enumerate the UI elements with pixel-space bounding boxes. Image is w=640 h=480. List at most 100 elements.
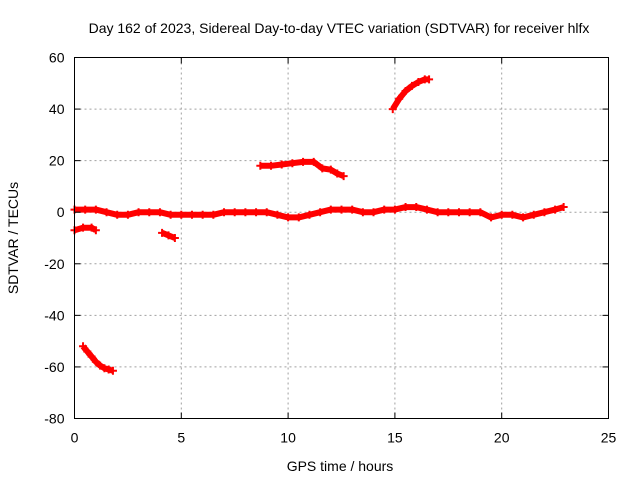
data-point xyxy=(123,210,132,219)
y-tick-label: 0 xyxy=(57,204,65,220)
series-line xyxy=(73,224,98,234)
data-point xyxy=(380,205,389,214)
series-main-track xyxy=(70,203,568,222)
data-point xyxy=(79,342,88,351)
y-tick-label: 60 xyxy=(49,50,65,66)
data-points xyxy=(70,75,568,375)
data-point xyxy=(113,210,122,219)
series-plus-twenty-segment xyxy=(256,157,348,181)
x-tick-label: 15 xyxy=(387,430,403,446)
data-point xyxy=(326,205,335,214)
data-point xyxy=(476,208,485,217)
data-point xyxy=(465,208,474,217)
series-steep-descent xyxy=(79,342,117,375)
data-point xyxy=(433,208,442,217)
data-point xyxy=(348,205,357,214)
data-point xyxy=(145,208,154,217)
data-point xyxy=(299,157,308,166)
data-point xyxy=(252,208,261,217)
x-tick-label: 5 xyxy=(177,430,185,446)
data-point xyxy=(422,205,431,214)
series-plus-forty-segment xyxy=(388,75,434,114)
data-point xyxy=(551,205,560,214)
data-point xyxy=(358,208,367,217)
data-point xyxy=(220,208,229,217)
x-tick-label: 25 xyxy=(601,430,617,446)
data-point xyxy=(414,77,423,86)
data-point xyxy=(395,94,404,103)
data-point xyxy=(326,165,335,174)
data-point xyxy=(230,208,239,217)
series-line xyxy=(260,158,345,179)
data-point xyxy=(155,208,164,217)
data-point xyxy=(401,203,410,212)
data-point xyxy=(91,205,100,214)
data-point xyxy=(198,210,207,219)
data-point xyxy=(170,234,179,242)
grid-lines xyxy=(74,57,609,419)
data-point xyxy=(529,210,538,219)
data-point xyxy=(256,161,265,170)
data-point xyxy=(284,213,293,222)
x-axis-title: GPS time / hours xyxy=(287,458,394,474)
data-point xyxy=(288,159,297,168)
data-point xyxy=(158,228,167,237)
data-point xyxy=(209,210,218,219)
data-point xyxy=(369,208,378,217)
data-point xyxy=(104,365,113,374)
data-point xyxy=(425,75,434,84)
data-point xyxy=(305,210,314,219)
data-point xyxy=(339,172,348,181)
y-tick-label: -80 xyxy=(44,411,64,427)
y-tick-label: -20 xyxy=(44,256,64,272)
data-point xyxy=(108,366,117,375)
data-point xyxy=(267,161,276,170)
y-axis-title: SDTVAR / TECUs xyxy=(5,182,21,294)
data-point xyxy=(390,205,399,214)
data-point xyxy=(91,357,100,366)
data-point xyxy=(166,210,175,219)
data-point xyxy=(309,157,318,166)
y-tick-label: -60 xyxy=(44,359,64,375)
data-point xyxy=(83,347,92,356)
data-point xyxy=(187,210,196,219)
data-point xyxy=(81,205,90,214)
data-point xyxy=(102,208,111,217)
data-point xyxy=(277,160,286,169)
data-point xyxy=(401,87,410,96)
data-point xyxy=(540,208,549,217)
data-point xyxy=(91,226,100,235)
data-point xyxy=(487,213,496,222)
data-point xyxy=(559,203,568,212)
data-point xyxy=(294,213,303,222)
data-point xyxy=(100,364,109,373)
data-point xyxy=(444,208,453,217)
data-point xyxy=(388,105,397,114)
chart-title: Day 162 of 2023, Sidereal Day-to-day VTE… xyxy=(89,20,590,36)
series-small-dip xyxy=(158,228,179,242)
series-line xyxy=(390,76,430,111)
data-point xyxy=(407,81,416,90)
data-point xyxy=(497,210,506,219)
x-tick-label: 0 xyxy=(71,430,79,446)
data-point xyxy=(508,210,517,219)
data-point xyxy=(241,208,250,217)
plot-frame xyxy=(74,57,609,419)
data-point xyxy=(333,169,342,178)
x-tick-label: 20 xyxy=(494,430,510,446)
data-point xyxy=(412,203,421,212)
data-point xyxy=(318,164,327,173)
y-tick-label: 40 xyxy=(49,101,65,117)
axis-ticks: 0 5 10 15 20 25 -80 -60 -40 -20 0 20 40 60 xyxy=(44,50,616,446)
data-point xyxy=(337,205,346,214)
data-point xyxy=(87,223,96,232)
data-point xyxy=(316,208,325,217)
y-tick-label: 20 xyxy=(49,153,65,169)
data-point xyxy=(177,210,186,219)
data-point xyxy=(87,352,96,361)
y-tick-label: -40 xyxy=(44,307,64,323)
data-point xyxy=(519,213,528,222)
data-point xyxy=(273,210,282,219)
data-point xyxy=(262,208,271,217)
